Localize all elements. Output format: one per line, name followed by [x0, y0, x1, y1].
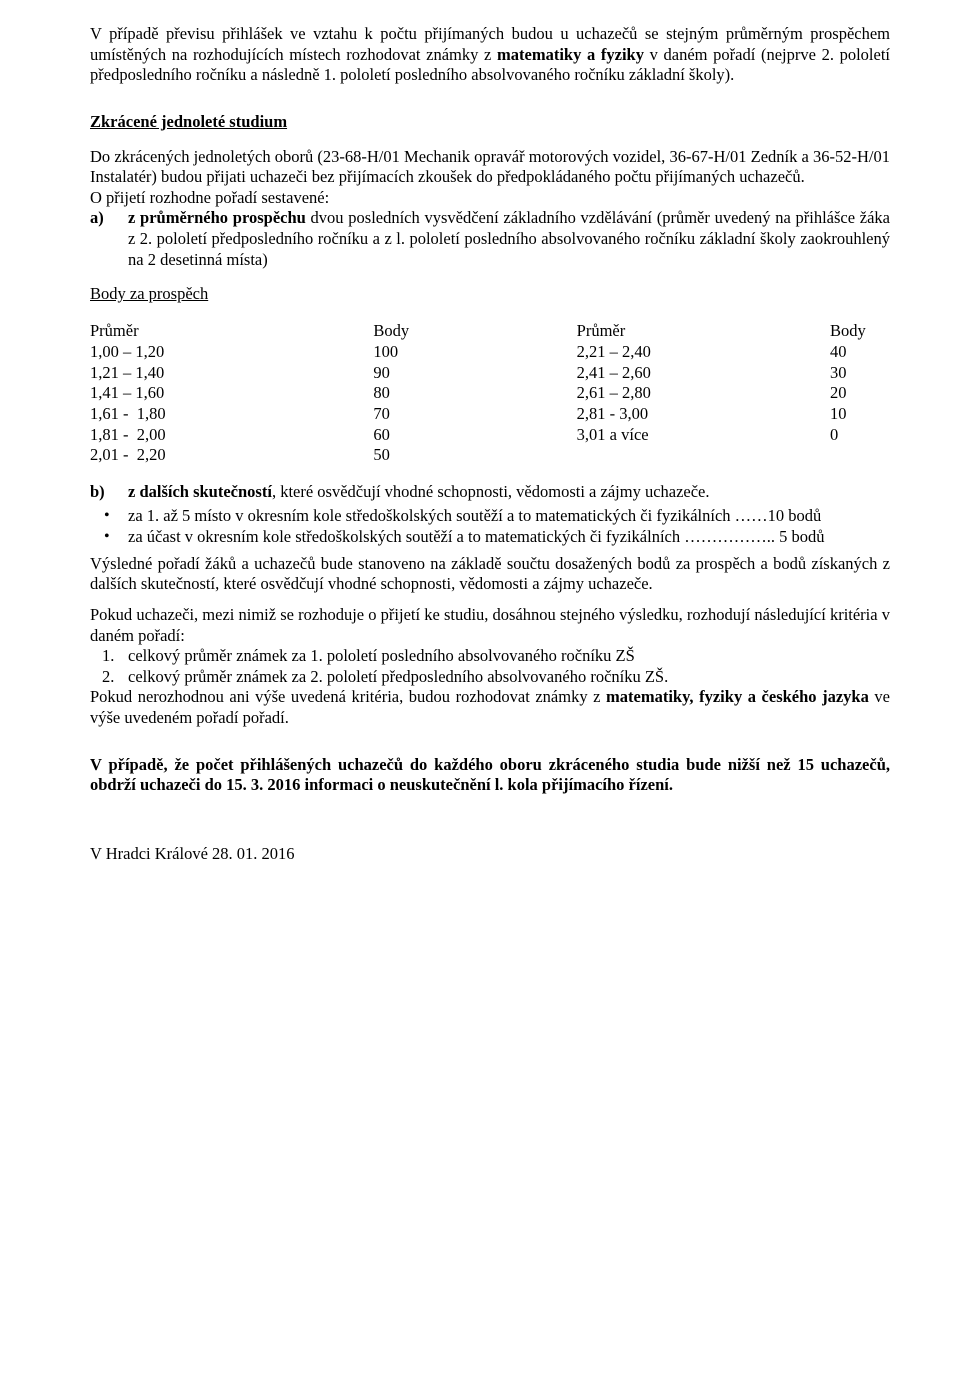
table-row: 2,41 – 2,60 — [577, 363, 787, 384]
table-row: 1,61 - 1,80 — [90, 404, 330, 425]
score-header-range1: Průměr — [90, 321, 330, 342]
table-row: 2,21 – 2,40 — [577, 342, 787, 363]
table-row: 50 — [373, 445, 533, 466]
num-text-2: celkový průměr známek za 2. pololetí pře… — [128, 667, 668, 686]
table-row: 40 — [830, 342, 890, 363]
marker-b: b) — [90, 482, 105, 503]
zk-paragraph: Do zkrácených jednoletých oborů (23-68-H… — [90, 147, 890, 188]
table-row: 0 — [830, 425, 890, 446]
table-row: 3,01 a více — [577, 425, 787, 446]
ordered-list-a: a) z průměrného prospěchu dvou posledníc… — [90, 208, 890, 270]
table-row: 100 — [373, 342, 533, 363]
table-row: 1,00 – 1,20 — [90, 342, 330, 363]
document-page: V případě převisu přihlášek ve vztahu k … — [0, 0, 960, 1396]
score-header-points1: Body — [373, 321, 533, 342]
score-col-range-right: Průměr 2,21 – 2,40 2,41 – 2,60 2,61 – 2,… — [577, 321, 787, 465]
item-b-rest: , které osvědčují vhodné schopnosti, věd… — [272, 482, 710, 501]
table-row: 2,61 – 2,80 — [577, 383, 787, 404]
intro-paragraph: V případě převisu přihlášek ve vztahu k … — [90, 24, 890, 86]
ordered-list-b: b) z dalších skutečností, které osvědčuj… — [90, 482, 890, 503]
num-marker: 2. — [102, 667, 114, 688]
score-header-range2: Průměr — [577, 321, 787, 342]
table-row: 1,81 - 2,00 — [90, 425, 330, 446]
item-b: b) z dalších skutečností, které osvědčuj… — [128, 482, 890, 503]
table-row: 20 — [830, 383, 890, 404]
item-a: a) z průměrného prospěchu dvou posledníc… — [128, 208, 890, 270]
date-line: V Hradci Králové 28. 01. 2016 — [90, 844, 890, 865]
num-marker: 1. — [102, 646, 114, 667]
table-row: 70 — [373, 404, 533, 425]
table-row: 2,81 - 3,00 — [577, 404, 787, 425]
table-row: 60 — [373, 425, 533, 446]
table-row: 1,41 – 1,60 — [90, 383, 330, 404]
table-row: 30 — [830, 363, 890, 384]
score-col-points-right: Body 40 30 20 10 0 — [830, 321, 890, 465]
list-item: za účast v okresním kole středoškolských… — [90, 527, 890, 548]
list-item: za 1. až 5 místo v okresním kole středoš… — [90, 506, 890, 527]
num-item-2: 2.celkový průměr známek za 2. pololetí p… — [128, 667, 890, 688]
body-za-prospech: Body za prospěch — [90, 284, 890, 305]
item-a-bold: z průměrného prospěchu — [128, 208, 306, 227]
num-text-1: celkový průměr známek za 1. pololetí pos… — [128, 646, 635, 665]
table-row: 90 — [373, 363, 533, 384]
table-row: 80 — [373, 383, 533, 404]
tie-after-bold: matematiky, fyziky a českého jazyka — [606, 687, 869, 706]
after-bullets-paragraph: Výsledné pořadí žáků a uchazečů bude sta… — [90, 554, 890, 595]
score-col-points-left: Body 100 90 80 70 60 50 — [373, 321, 533, 465]
order-line: O přijetí rozhodne pořadí sestavené: — [90, 188, 890, 209]
tie-after-paragraph: Pokud nerozhodnou ani výše uvedená krité… — [90, 687, 890, 728]
table-row: 10 — [830, 404, 890, 425]
tie-after-pre: Pokud nerozhodnou ani výše uvedená krité… — [90, 687, 606, 706]
section-title: Zkrácené jednoleté studium — [90, 112, 890, 133]
table-row: 2,01 - 2,20 — [90, 445, 330, 466]
table-row: 1,21 – 1,40 — [90, 363, 330, 384]
item-b-bold: z dalších skutečností — [128, 482, 272, 501]
numbered-list: 1. celkový průměr známek za 1. pololetí p… — [90, 646, 890, 687]
tie-paragraph: Pokud uchazeči, mezi nimiž se rozhoduje … — [90, 605, 890, 646]
score-col-range-left: Průměr 1,00 – 1,20 1,21 – 1,40 1,41 – 1,… — [90, 321, 330, 465]
score-header-points2: Body — [830, 321, 890, 342]
score-table: Průměr 1,00 – 1,20 1,21 – 1,40 1,41 – 1,… — [90, 321, 890, 465]
spacer — [90, 739, 890, 755]
final-bold-paragraph: V případě, že počet přihlášených uchazeč… — [90, 755, 890, 796]
marker-a: a) — [90, 208, 104, 229]
intro-bold: matematiky a fyziky — [497, 45, 644, 64]
num-item-1: 1.celkový průměr známek za 1. pololetí p… — [128, 646, 890, 667]
bullet-list: za 1. až 5 místo v okresním kole středoš… — [90, 506, 890, 547]
